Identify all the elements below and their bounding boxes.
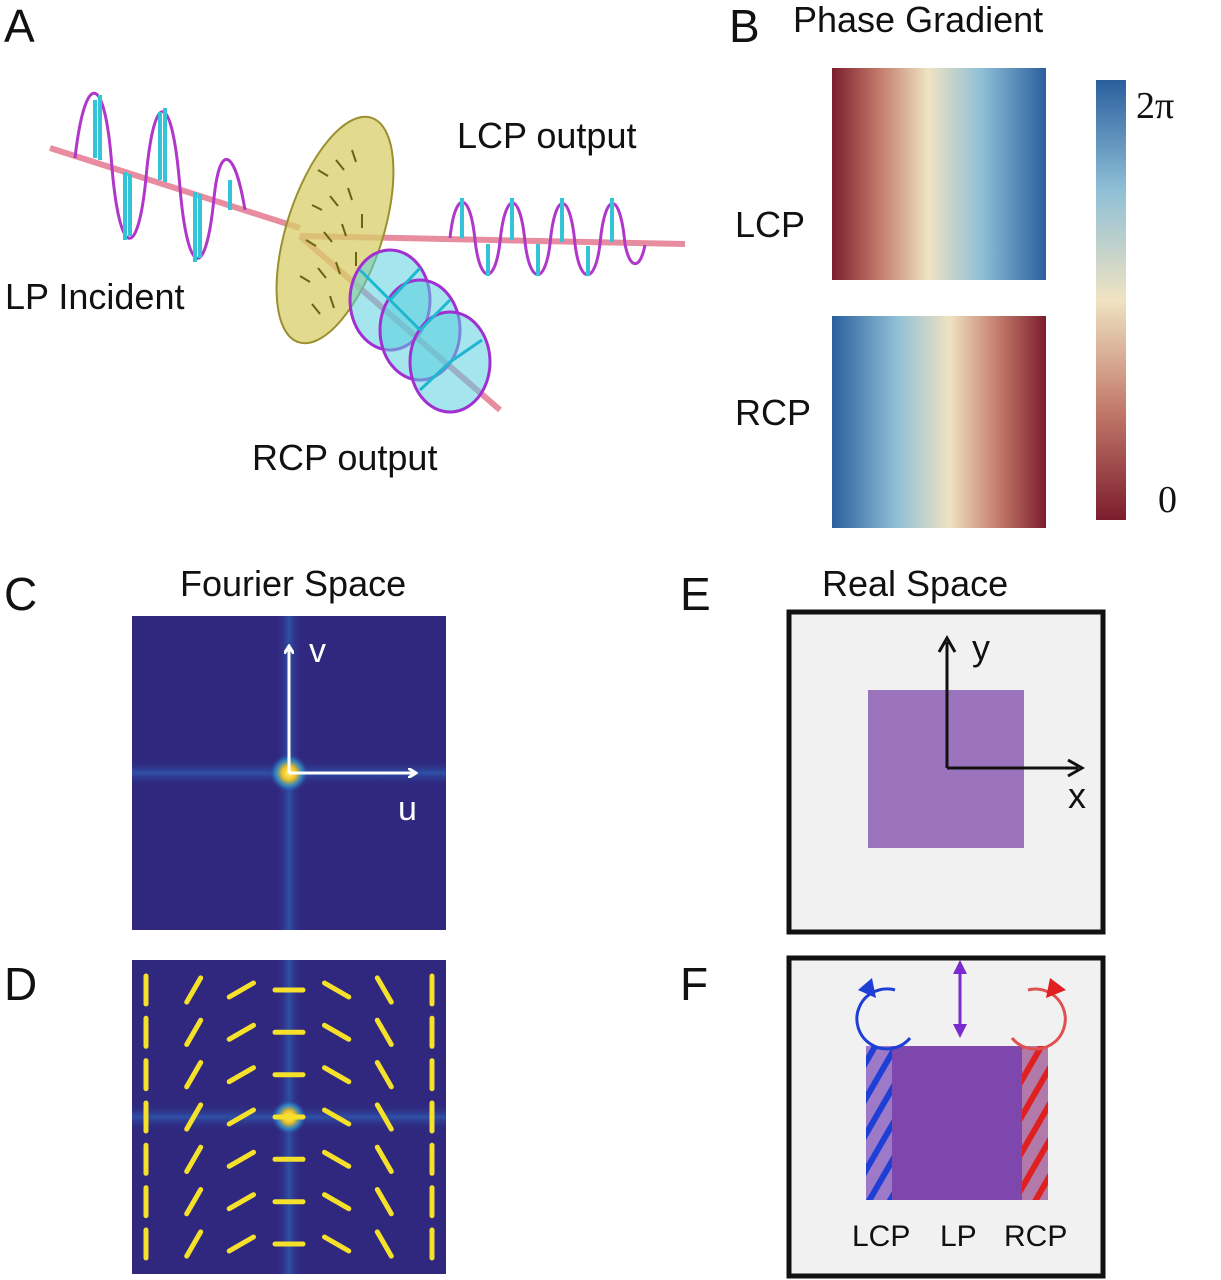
panel-d: D (4, 958, 446, 1274)
panel-b: B Phase Gradient LCP RCP 2π 0 (729, 0, 1177, 528)
panel-e-letter: E (680, 568, 711, 620)
lp-incident-label: LP Incident (5, 276, 184, 317)
panel-a-letter: A (4, 0, 35, 52)
nanorod (226, 1149, 256, 1169)
nanorod (322, 1149, 352, 1169)
lcp-wave-arrows (460, 198, 614, 276)
nanorod (226, 1234, 256, 1254)
nanorod (184, 1060, 204, 1090)
nanorod (184, 1144, 204, 1174)
nanorod (374, 1017, 394, 1047)
rcp-output-helix (348, 248, 492, 414)
x-axis-label: x (1068, 775, 1086, 816)
rcp-phase-label: RCP (735, 392, 811, 433)
nanorod (374, 1229, 394, 1259)
lcp-phase-label: LCP (735, 204, 805, 245)
real-space-title: Real Space (822, 563, 1008, 604)
colorbar-max-label: 2π (1136, 85, 1174, 127)
rcp-rotation-arrow (1010, 987, 1067, 1051)
nanorod (226, 1065, 256, 1085)
nanorod (322, 1022, 352, 1042)
panel-e: E Real Space y x (680, 563, 1106, 935)
panel-c-letter: C (4, 568, 37, 620)
nanorod (184, 1017, 204, 1047)
nanorod (322, 980, 352, 1000)
metasurface-disk (275, 115, 395, 345)
nanorod (184, 1102, 204, 1132)
disk-nanorods (299, 149, 363, 315)
nanorod (374, 1144, 394, 1174)
nanorod (226, 1107, 256, 1127)
v-axis-label: v (309, 632, 326, 670)
nanorod (322, 1234, 352, 1254)
lcp-output-label: LCP output (457, 115, 636, 156)
incident-beam (49, 145, 301, 231)
lcp-phase-map (832, 68, 1046, 280)
lcp-arrowhead (858, 978, 876, 998)
panel-c: C Fourier Space v u (4, 563, 446, 930)
lcp-rotation-arrow (855, 987, 912, 1051)
y-axis-label: y (972, 627, 990, 668)
nanorod (374, 1060, 394, 1090)
nanorod (374, 1187, 394, 1217)
nanorod (374, 975, 394, 1005)
panel-f-letter: F (680, 958, 708, 1010)
nanorod (322, 1107, 352, 1127)
nanorod-array (143, 973, 435, 1261)
nanorod (184, 1187, 204, 1217)
nanorod (226, 980, 256, 1000)
rcp-arrowhead (1046, 978, 1066, 998)
nanorod (226, 1192, 256, 1212)
lp-arrowhead-top (953, 960, 967, 974)
nanorod (184, 975, 204, 1005)
rcp-f-label: RCP (1004, 1220, 1067, 1253)
panel-b-letter: B (729, 0, 760, 52)
rcp-phase-map (832, 316, 1046, 528)
nanorod (184, 1229, 204, 1259)
rcp-output-label: RCP output (252, 437, 437, 478)
nanorod (322, 1065, 352, 1085)
lcp-hatched-edge (866, 1046, 892, 1200)
panel-f: F LCP LP RCP (680, 955, 1106, 1279)
phase-colorbar (1096, 80, 1126, 520)
y-arrowhead (937, 634, 957, 653)
x-arrowhead (1067, 758, 1086, 778)
phase-gradient-title: Phase Gradient (793, 0, 1043, 40)
nanorod (226, 1022, 256, 1042)
panel-a: A (4, 0, 686, 478)
lp-arrowhead-bottom (953, 1024, 967, 1038)
lp-wave-arrows (93, 95, 232, 262)
lcp-f-label: LCP (852, 1220, 910, 1253)
panel-d-letter: D (4, 958, 37, 1010)
deflected-square (866, 1046, 1048, 1200)
u-axis-label: u (398, 790, 417, 828)
nanorod (374, 1102, 394, 1132)
fourier-space-title: Fourier Space (180, 563, 406, 604)
colorbar-min-label: 0 (1158, 479, 1177, 521)
rcp-hatched-edge (1022, 1046, 1048, 1200)
nanorod (322, 1192, 352, 1212)
lp-f-label: LP (940, 1220, 977, 1253)
